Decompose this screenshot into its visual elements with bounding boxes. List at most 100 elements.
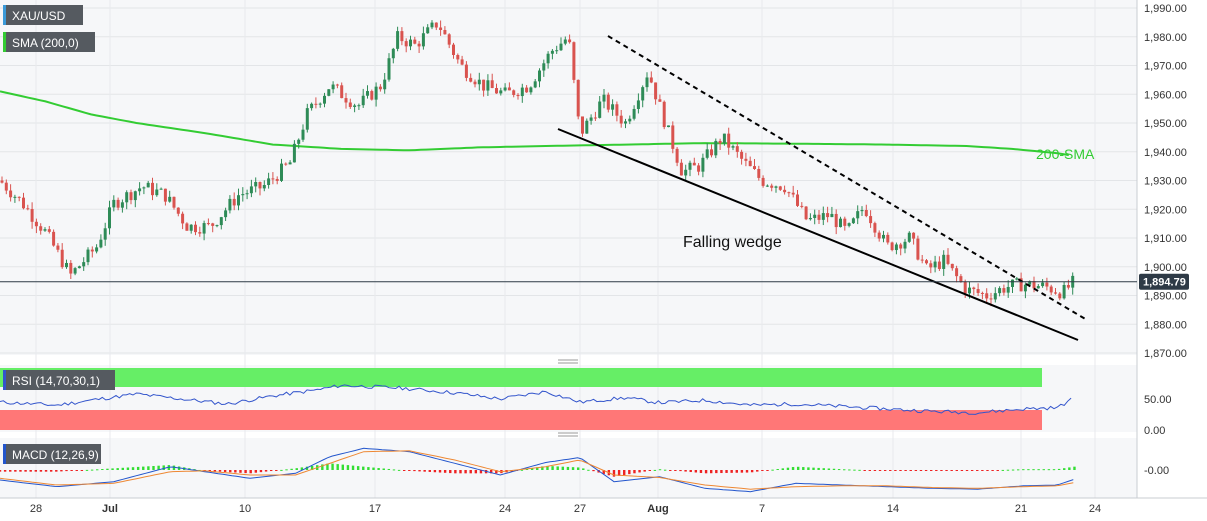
candle-body — [503, 87, 507, 91]
candle-body — [133, 191, 137, 201]
macd-histogram-bar — [669, 470, 672, 471]
candle-body — [280, 163, 283, 181]
pane-splitter-1[interactable] — [558, 359, 578, 364]
candle-body — [495, 88, 498, 94]
macd-histogram-bar — [9, 470, 12, 472]
macd-histogram-bar — [950, 470, 953, 471]
candle-body — [744, 158, 748, 161]
macd-histogram-bar — [80, 470, 84, 471]
macd-histogram-bar — [791, 467, 795, 470]
candle-body — [383, 79, 387, 90]
macd-histogram-bar — [362, 466, 365, 470]
macd-histogram-bar — [90, 469, 94, 471]
macd-histogram-bar — [392, 469, 396, 471]
candle-body — [886, 234, 890, 243]
macd-histogram-bar — [269, 470, 273, 472]
candle-body — [925, 260, 928, 264]
candle-body — [722, 133, 726, 144]
macd-histogram-bar — [756, 470, 759, 472]
candle-body — [890, 242, 894, 251]
svg-text:SMA (200,0): SMA (200,0) — [12, 36, 79, 50]
macd-histogram-bar — [1027, 469, 1030, 471]
candle-body — [90, 249, 94, 252]
candle-body — [705, 149, 709, 158]
candle-body — [198, 232, 202, 234]
pane-splitter-2[interactable] — [558, 432, 578, 437]
macd-histogram-bar — [592, 470, 595, 472]
macd-histogram-bar — [776, 469, 779, 470]
macd-histogram-bar — [848, 469, 851, 471]
candle-body — [262, 185, 266, 189]
rsi-legend[interactable]: RSI (14,70,30,1) — [3, 370, 115, 390]
macd-histogram-bar — [576, 467, 580, 470]
candle-body — [400, 31, 404, 42]
candle-body — [340, 85, 344, 99]
macd-histogram-bar — [34, 470, 38, 472]
candle-body — [396, 31, 400, 49]
macd-histogram-bar — [1032, 469, 1035, 471]
candle-body — [176, 207, 180, 214]
candle-body — [675, 148, 679, 163]
macd-histogram-bar — [162, 465, 165, 470]
macd-histogram-bar — [213, 470, 217, 472]
macd-histogram-bar — [116, 468, 119, 470]
candle-body — [39, 226, 43, 231]
macd-histogram-bar — [290, 468, 293, 470]
price-axis[interactable]: 1,990.00 1,980.00 1,970.00 1,960.00 1,950.00… — [1144, 3, 1187, 360]
macd-histogram-bar — [193, 469, 196, 471]
candle-body — [9, 190, 13, 198]
candle-body — [215, 225, 219, 227]
candle-body — [804, 206, 808, 220]
time-axis[interactable]: 28 Jul 10 17 24 27 Aug 7 14 21 24 — [30, 503, 1101, 515]
macd-histogram-bar — [397, 469, 401, 471]
price-tick-label: 1,910.00 — [1144, 233, 1187, 245]
macd-histogram-bar — [172, 465, 176, 470]
candle-body — [241, 194, 245, 196]
candle-body — [710, 149, 713, 156]
candle-body — [877, 232, 881, 239]
macd-histogram-bar — [781, 468, 785, 470]
candle-body — [563, 39, 567, 44]
macd-histogram-bar — [295, 468, 298, 470]
candle-body — [847, 223, 851, 226]
macd-histogram-bar — [60, 470, 63, 472]
macd-histogram-bar — [1057, 468, 1061, 470]
candle-body — [606, 94, 610, 110]
svg-text:XAU/USD: XAU/USD — [12, 9, 66, 23]
macd-legend[interactable]: MACD (12,26,9) — [3, 444, 101, 464]
candle-body — [555, 50, 559, 52]
macd-histogram-bar — [29, 470, 32, 472]
macd-histogram-bar — [750, 470, 754, 473]
macd-histogram-bar — [259, 470, 263, 473]
candle-body — [950, 263, 954, 269]
macd-line — [0, 447, 1074, 493]
macd-histogram-bar — [612, 470, 616, 477]
macd-histogram-bar — [223, 470, 227, 472]
macd-histogram-bar — [617, 470, 621, 476]
macd-histogram-bar — [1006, 469, 1010, 471]
macd-histogram-bar — [70, 470, 73, 471]
candle-body — [194, 224, 197, 233]
macd-histogram-bar — [546, 465, 549, 470]
macd-histogram-bar — [208, 470, 211, 472]
candle-body — [826, 213, 830, 218]
sma-legend[interactable]: SMA (200,0) — [3, 32, 95, 52]
candle-body — [955, 268, 959, 277]
macd-histogram-bar — [955, 470, 958, 471]
macd-histogram-bar — [1073, 466, 1076, 470]
candle-body — [998, 288, 1002, 294]
candle-body — [851, 218, 855, 224]
macd-histogram-bar — [280, 469, 283, 471]
candle-body — [258, 181, 262, 189]
candle-body — [1049, 286, 1053, 293]
macd-histogram-bar — [433, 470, 437, 473]
macd-histogram-bar — [587, 469, 590, 471]
time-tick-label: 24 — [499, 503, 511, 515]
candle-body — [817, 214, 821, 220]
macd-histogram-bar — [817, 467, 820, 470]
macd-histogram-bar — [899, 470, 902, 471]
macd-histogram-bar — [658, 469, 662, 471]
candle-body — [1062, 284, 1066, 299]
symbol-label[interactable]: XAU/USD — [3, 5, 83, 25]
macd-histogram-bar — [976, 470, 979, 471]
